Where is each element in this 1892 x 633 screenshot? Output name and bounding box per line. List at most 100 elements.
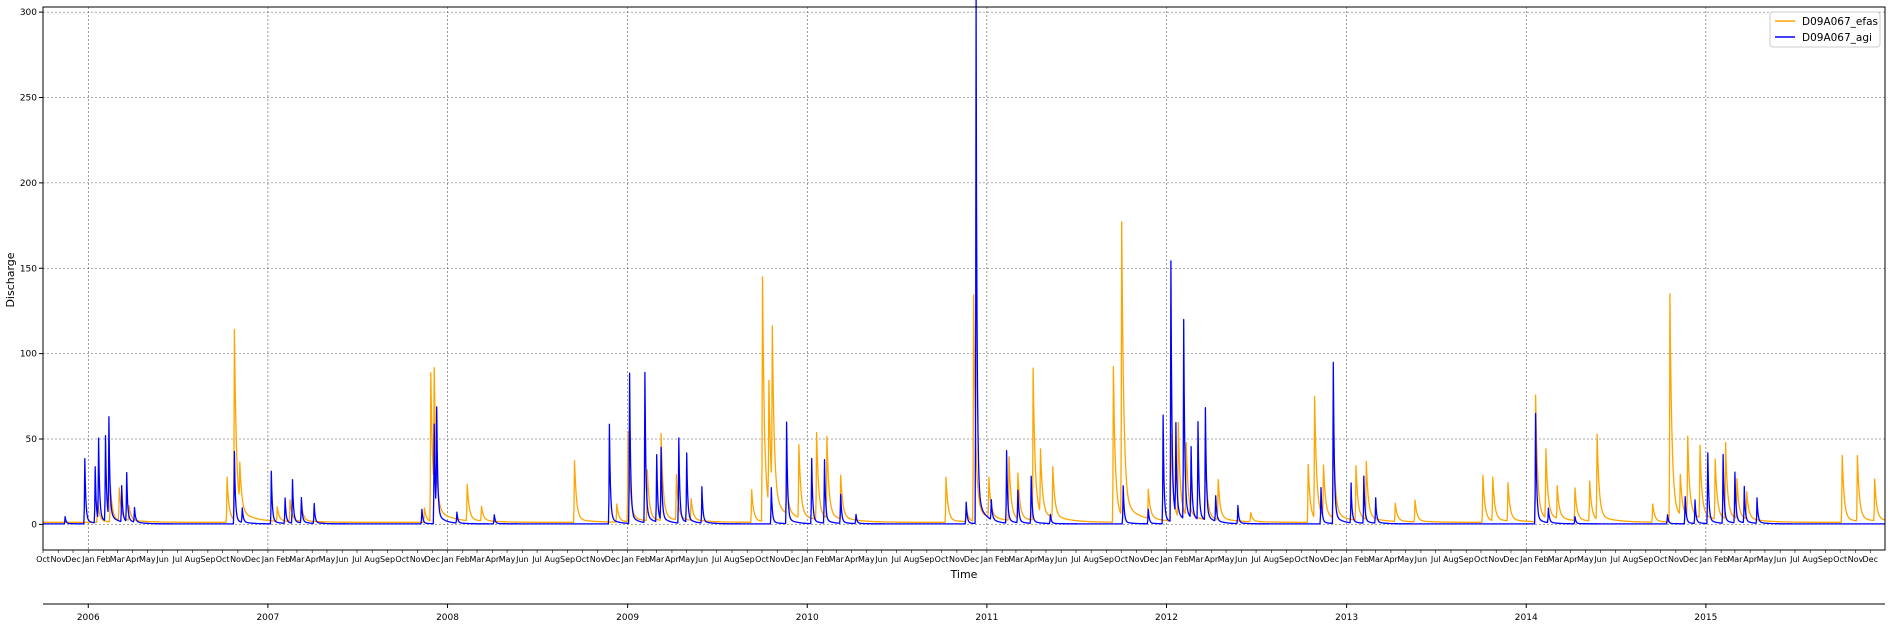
month-label: Feb <box>456 555 470 564</box>
month-label: Jun <box>1414 555 1428 564</box>
month-label: Dec <box>245 555 260 564</box>
month-label: Sep <box>1638 555 1653 564</box>
month-label: Nov <box>1668 555 1684 564</box>
month-label: Jul <box>1430 555 1441 564</box>
month-label: Mar <box>1548 555 1564 564</box>
month-label: Nov <box>1309 555 1325 564</box>
month-label: Apr <box>1743 555 1758 564</box>
secondary-year-axis: 2006 2007 2008 2009 2010 2011 2012 2013 2014 2015 <box>77 604 1717 623</box>
month-label: Feb <box>276 555 290 564</box>
month-label: Jan <box>1159 555 1172 564</box>
month-label: Nov <box>230 555 246 564</box>
month-label: Mar <box>1727 555 1743 564</box>
month-label: Jul <box>891 555 902 564</box>
year-label: 2006 <box>77 613 100 623</box>
month-label: Jan <box>81 555 94 564</box>
month-label: May <box>499 555 516 564</box>
month-label: Nov <box>769 555 785 564</box>
y-tick-label: 0 <box>31 520 37 530</box>
month-label: Apr <box>485 555 500 564</box>
year-label: 2010 <box>796 613 819 623</box>
month-label: Sep <box>200 555 215 564</box>
month-label: May <box>139 555 156 564</box>
month-label: Dec <box>605 555 620 564</box>
month-label: Jun <box>1054 555 1068 564</box>
month-label: Feb <box>1355 555 1369 564</box>
month-label: Dec <box>1503 555 1518 564</box>
year-label: 2015 <box>1694 613 1717 623</box>
month-label: Apr <box>126 555 141 564</box>
month-label: Nov <box>50 555 66 564</box>
month-label: Jan <box>440 555 453 564</box>
month-label: Aug <box>364 555 380 564</box>
month-label: Oct <box>395 555 409 564</box>
y-tick-label: 50 <box>26 435 38 445</box>
month-label: Nov <box>1488 555 1504 564</box>
month-label: Nov <box>1129 555 1145 564</box>
month-label: Aug <box>724 555 740 564</box>
month-label: Mar <box>649 555 665 564</box>
month-label: Jun <box>515 555 529 564</box>
month-label: Jun <box>1234 555 1248 564</box>
series-line-D09A067_agi <box>42 0 1886 525</box>
month-label: Jul <box>1609 555 1620 564</box>
month-label: Jul <box>531 555 542 564</box>
month-label: Sep <box>1459 555 1474 564</box>
year-label: 2012 <box>1155 613 1178 623</box>
month-label: Aug <box>904 555 920 564</box>
month-label: May <box>858 555 875 564</box>
plot-frame <box>42 6 1886 551</box>
year-label: 2013 <box>1335 613 1358 623</box>
month-label: Aug <box>1264 555 1280 564</box>
month-label: Sep <box>380 555 395 564</box>
month-label: Aug <box>185 555 201 564</box>
month-label: Jan <box>1519 555 1532 564</box>
month-label: Jun <box>1773 555 1787 564</box>
month-label: Oct <box>36 555 50 564</box>
series-line-D09A067_efas <box>42 221 1886 523</box>
month-label: Sep <box>1818 555 1833 564</box>
month-label: Jan <box>1699 555 1712 564</box>
month-label: Jun <box>695 555 709 564</box>
month-label: Dec <box>65 555 80 564</box>
month-label: Jul <box>1070 555 1081 564</box>
month-label: Mar <box>1368 555 1384 564</box>
month-label: May <box>1038 555 1055 564</box>
legend: D09A067_efas D09A067_agi <box>1769 11 1881 48</box>
year-label: 2011 <box>975 613 998 623</box>
month-label: Mar <box>110 555 126 564</box>
month-label: Jul <box>351 555 362 564</box>
month-label: Sep <box>1279 555 1294 564</box>
x-axis-month-ticks: Oct Nov Dec Jan Feb Mar Apr May Jun Jul Aug Sep Oct N… <box>36 550 1878 564</box>
month-label: Dec <box>1683 555 1698 564</box>
month-label: Feb <box>1534 555 1548 564</box>
y-tick-label: 150 <box>20 264 37 274</box>
month-label: Aug <box>1802 555 1818 564</box>
series-lines <box>42 0 1886 525</box>
month-label: Oct <box>1474 555 1488 564</box>
month-label: Jun <box>155 555 169 564</box>
month-label: Aug <box>1623 555 1639 564</box>
month-label: Apr <box>1564 555 1579 564</box>
month-label: Dec <box>1862 555 1877 564</box>
month-label: Mar <box>829 555 845 564</box>
month-label: May <box>1577 555 1594 564</box>
month-label: Nov <box>590 555 606 564</box>
month-label: Nov <box>949 555 965 564</box>
legend-label-efas: D09A067_efas <box>1802 16 1878 28</box>
legend-label-agi: D09A067_agi <box>1802 32 1872 44</box>
month-label: Oct <box>755 555 769 564</box>
month-label: Apr <box>1384 555 1399 564</box>
month-label: Dec <box>964 555 979 564</box>
y-tick-label: 200 <box>20 179 37 189</box>
month-label: Oct <box>216 555 230 564</box>
year-label: 2008 <box>436 613 459 623</box>
month-label: Jan <box>261 555 274 564</box>
month-label: Sep <box>1099 555 1114 564</box>
month-label: Dec <box>1324 555 1339 564</box>
month-label: Apr <box>845 555 860 564</box>
month-label: Jun <box>335 555 349 564</box>
month-label: May <box>1757 555 1774 564</box>
